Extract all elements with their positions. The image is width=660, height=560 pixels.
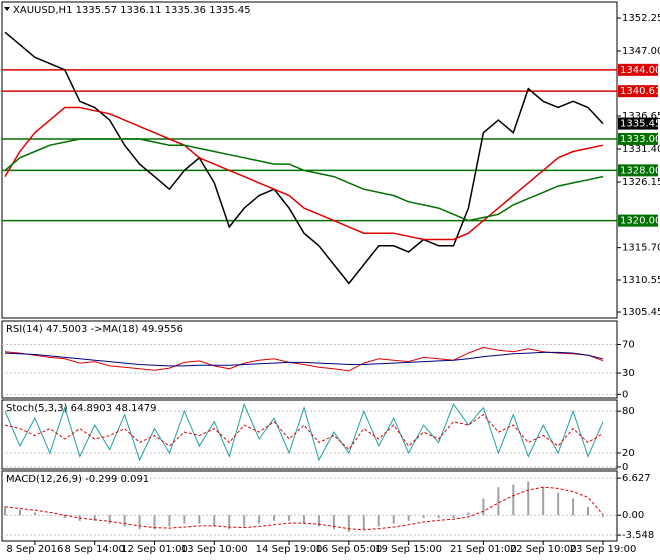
macd-bar bbox=[497, 487, 500, 516]
panel-frame bbox=[1, 470, 618, 542]
macd-bar bbox=[407, 515, 410, 521]
y-tick-label: 1310.55 bbox=[622, 275, 660, 286]
level-box bbox=[618, 214, 658, 227]
series-line bbox=[4, 351, 604, 367]
macd-bar bbox=[63, 515, 66, 519]
macd-bar bbox=[138, 515, 141, 530]
y-tick-label: 20 bbox=[622, 448, 635, 459]
macd-bar bbox=[123, 515, 126, 527]
y-tick-label: 6.627 bbox=[622, 473, 651, 484]
y-tick-label: 80 bbox=[622, 406, 635, 417]
last-price-label: 1335.45 bbox=[620, 119, 660, 130]
macd-bar bbox=[317, 515, 320, 527]
panel-title: RSI(14) 47.5003 ->MA(18) 49.9556 bbox=[6, 324, 183, 335]
level-label: 1333.00 bbox=[620, 134, 660, 145]
y-tick-label: 0 bbox=[622, 389, 628, 400]
macd-bar bbox=[527, 481, 530, 516]
y-tick-label: 30 bbox=[622, 368, 635, 379]
x-tick-label: 23 Sep 19:00 bbox=[570, 544, 637, 555]
level-label: 1340.61 bbox=[620, 86, 660, 97]
panel-title: MACD(12,26,9) -0.299 0.091 bbox=[6, 474, 149, 485]
y-tick-label: -3.548 bbox=[622, 530, 654, 541]
macd-bar bbox=[422, 515, 425, 519]
y-tick-label: 1331.40 bbox=[622, 144, 660, 155]
macd-bar bbox=[18, 509, 21, 516]
x-tick-label: 19 Sep 15:00 bbox=[375, 544, 442, 555]
macd-bar bbox=[48, 515, 51, 516]
macd-bar bbox=[4, 506, 6, 516]
menu-arrow bbox=[4, 7, 10, 11]
macd-bar bbox=[93, 515, 96, 521]
level-label: 1344.00 bbox=[620, 65, 660, 76]
macd-bar bbox=[303, 515, 305, 524]
macd-bar bbox=[332, 515, 335, 530]
panel-frame bbox=[1, 320, 618, 399]
macd-bar bbox=[437, 515, 440, 519]
macd-bar bbox=[153, 515, 156, 530]
macd-bar bbox=[198, 515, 201, 524]
macd-bar bbox=[273, 515, 276, 521]
macd-bar bbox=[183, 515, 186, 524]
y-tick-label: 1336.65 bbox=[622, 111, 660, 122]
x-tick-label: 22 Sep 10:00 bbox=[510, 544, 577, 555]
level-box bbox=[618, 132, 658, 145]
macd-bar bbox=[542, 487, 545, 516]
x-tick-label: 13 Sep 10:00 bbox=[181, 544, 248, 555]
macd-bar bbox=[572, 498, 575, 516]
macd-bar bbox=[347, 515, 350, 533]
macd-bar bbox=[258, 515, 261, 524]
series-line bbox=[4, 402, 604, 462]
series-line bbox=[4, 346, 604, 372]
macd-bar bbox=[557, 492, 560, 516]
x-tick-label: 14 Sep 19:00 bbox=[256, 544, 323, 555]
y-tick-label: 0 bbox=[622, 462, 628, 473]
macd-bar bbox=[108, 515, 111, 524]
macd-bar bbox=[602, 515, 604, 517]
macd-bar bbox=[587, 506, 590, 516]
last-price-box bbox=[618, 117, 658, 130]
macd-bar bbox=[288, 515, 291, 521]
x-tick-label: 12 Sep 01:00 bbox=[121, 544, 188, 555]
y-tick-label: 1326.15 bbox=[622, 177, 660, 188]
series-line bbox=[4, 106, 604, 241]
level-box bbox=[618, 164, 658, 177]
y-tick-label: 1347.00 bbox=[622, 46, 660, 57]
macd-bar bbox=[392, 515, 395, 524]
x-tick-label: 8 Sep 2016 bbox=[6, 544, 63, 555]
series-line bbox=[4, 486, 604, 531]
macd-bar bbox=[377, 515, 380, 527]
series-line bbox=[4, 413, 604, 451]
macd-bar bbox=[213, 515, 216, 527]
panel-frame bbox=[1, 399, 618, 470]
macd-bar bbox=[512, 484, 515, 516]
x-tick-label: 16 Sep 05:00 bbox=[315, 544, 382, 555]
macd-bar bbox=[467, 512, 470, 516]
x-tick-label: 21 Sep 01:00 bbox=[450, 544, 517, 555]
y-tick-label: 1315.70 bbox=[622, 243, 660, 254]
level-box bbox=[618, 85, 658, 98]
level-label: 1328.00 bbox=[620, 165, 660, 176]
y-tick-label: 70 bbox=[622, 340, 635, 351]
macd-bar bbox=[243, 515, 246, 527]
level-label: 1320.00 bbox=[620, 216, 660, 227]
macd-bar bbox=[168, 515, 171, 527]
macd-bar bbox=[482, 498, 485, 516]
level-box bbox=[618, 63, 658, 76]
macd-bar bbox=[33, 512, 36, 516]
panel-title: XAUUSD,H1 1335.57 1336.11 1335.36 1335.4… bbox=[13, 5, 251, 16]
series-line bbox=[4, 31, 604, 285]
macd-bar bbox=[362, 515, 365, 530]
y-tick-label: 1305.45 bbox=[622, 307, 660, 318]
panel-frame bbox=[1, 1, 618, 319]
panel-title: Stoch(5,3,3) 64.8903 48.1479 bbox=[6, 403, 157, 414]
macd-bar bbox=[452, 515, 455, 519]
y-tick-label: 0.00 bbox=[622, 510, 644, 521]
y-tick-label: 1352.25 bbox=[622, 13, 660, 24]
series-line bbox=[4, 138, 604, 222]
macd-bar bbox=[228, 515, 231, 530]
x-tick-label: 8 Sep 14:00 bbox=[65, 544, 125, 555]
